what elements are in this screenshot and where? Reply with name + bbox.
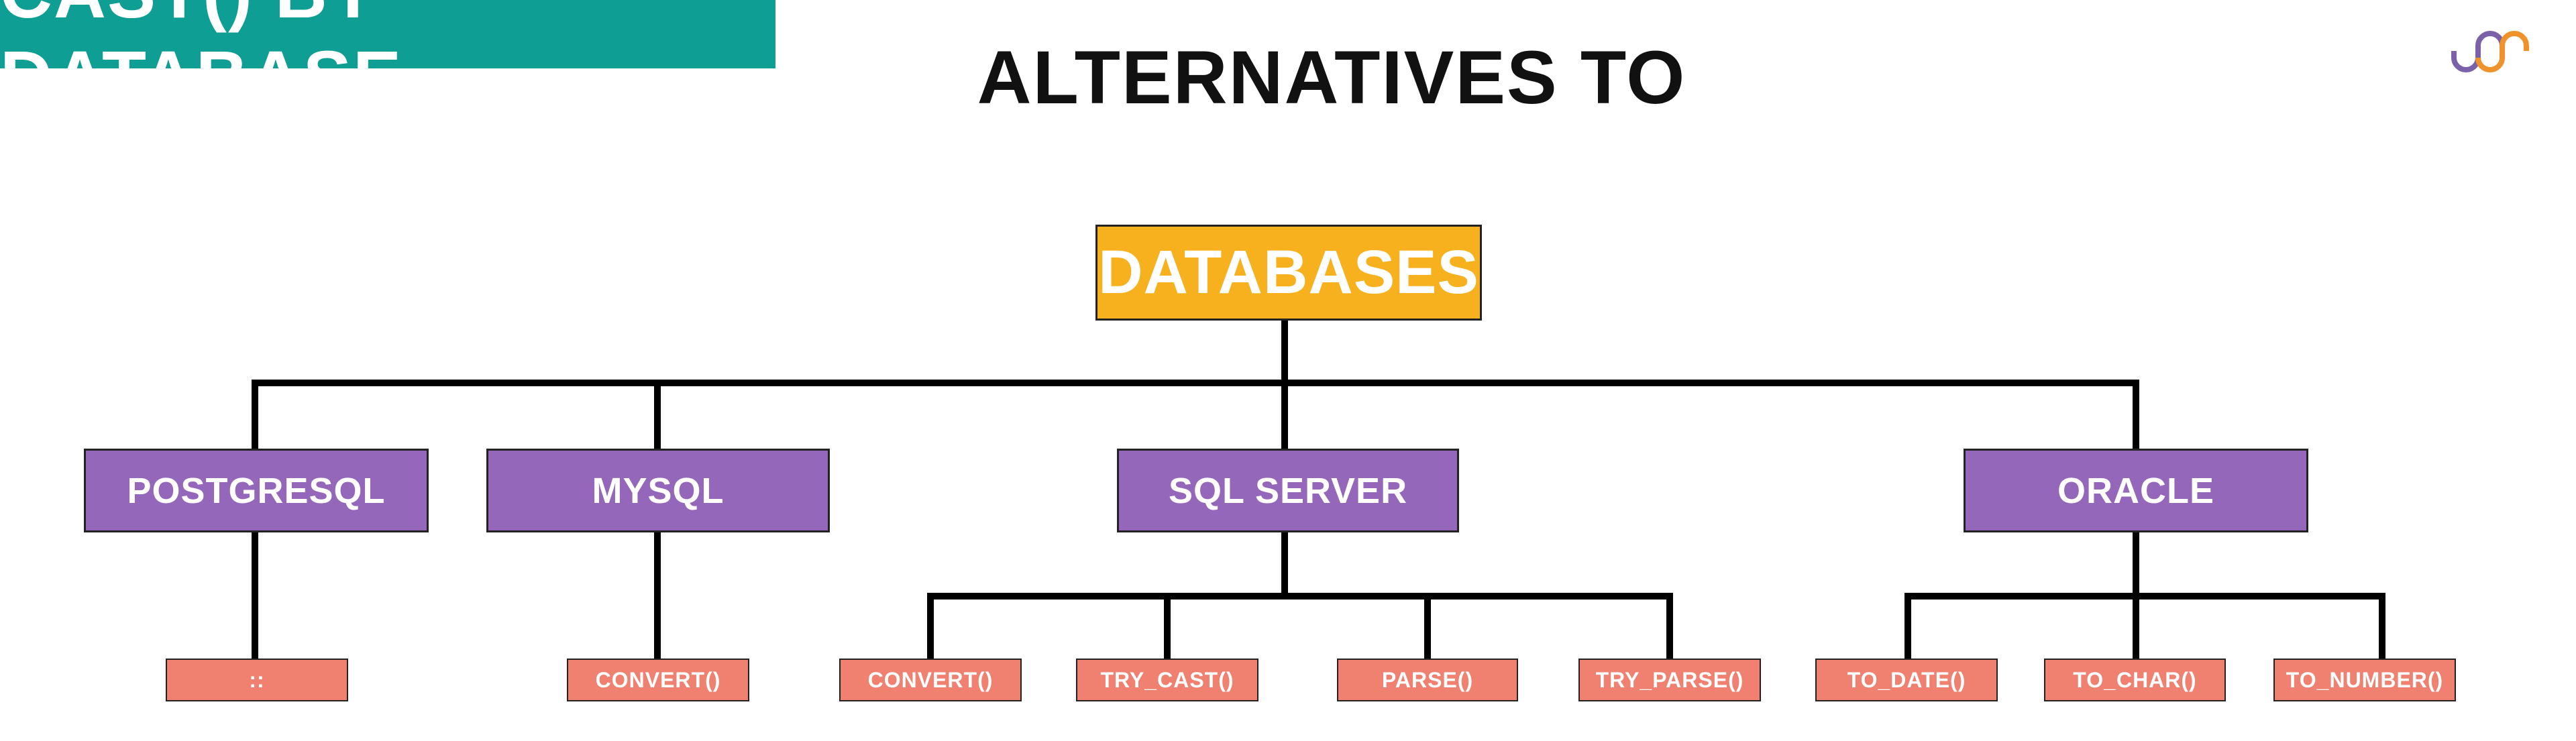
- function-node-postgresql-cast-operator: ::: [166, 659, 348, 701]
- function-node-mysql-convert: CONVERT(): [567, 659, 749, 701]
- connector-sqlserver: [1281, 380, 1288, 449]
- connector-oracle: [2133, 380, 2139, 449]
- function-node-oracle-to-date: TO_DATE(): [1815, 659, 1998, 701]
- db-node-oracle: ORACLE: [1964, 449, 2308, 532]
- wave-logo-icon: [2451, 31, 2529, 72]
- connector-sqlserver-down: [1281, 532, 1288, 597]
- db-node-sqlserver: SQL SERVER: [1117, 449, 1459, 532]
- connector-sqlserver-3: [1424, 593, 1431, 659]
- db-node-postgresql: POSTGRESQL: [84, 449, 429, 532]
- function-node-sqlserver-try-cast: TRY_CAST(): [1076, 659, 1258, 701]
- connector-oracle-3: [2379, 593, 2385, 659]
- function-node-oracle-to-char: TO_CHAR(): [2044, 659, 2226, 701]
- connector-sqlserver-4: [1666, 593, 1673, 659]
- connector-postgresql-down: [252, 532, 258, 659]
- connector-mysql-down: [654, 532, 661, 659]
- title-line-1: ALTERNATIVES TO: [977, 36, 1686, 119]
- connector-oracle-1: [1904, 593, 1911, 659]
- connector-sqlserver-bar: [927, 593, 1673, 600]
- function-node-oracle-to-number: TO_NUMBER(): [2273, 659, 2456, 701]
- connector-oracle-2: [2133, 593, 2139, 659]
- connector-oracle-down: [2133, 532, 2139, 597]
- connector-postgresql: [252, 380, 258, 449]
- connector-sqlserver-1: [927, 593, 934, 659]
- connector-root-down: [1281, 321, 1288, 386]
- connector-mysql: [654, 380, 661, 449]
- function-node-sqlserver-try-parse: TRY_PARSE(): [1578, 659, 1761, 701]
- function-node-sqlserver-convert: CONVERT(): [839, 659, 1022, 701]
- connector-main-bar: [252, 380, 2139, 386]
- connector-oracle-bar: [1904, 593, 2385, 600]
- title-line-2: CAST() BY DATABASE: [0, 0, 775, 117]
- root-node-databases: DATABASES: [1095, 225, 1482, 321]
- connector-sqlserver-2: [1164, 593, 1171, 659]
- db-node-mysql: MYSQL: [486, 449, 830, 532]
- function-node-sqlserver-parse: PARSE(): [1337, 659, 1518, 701]
